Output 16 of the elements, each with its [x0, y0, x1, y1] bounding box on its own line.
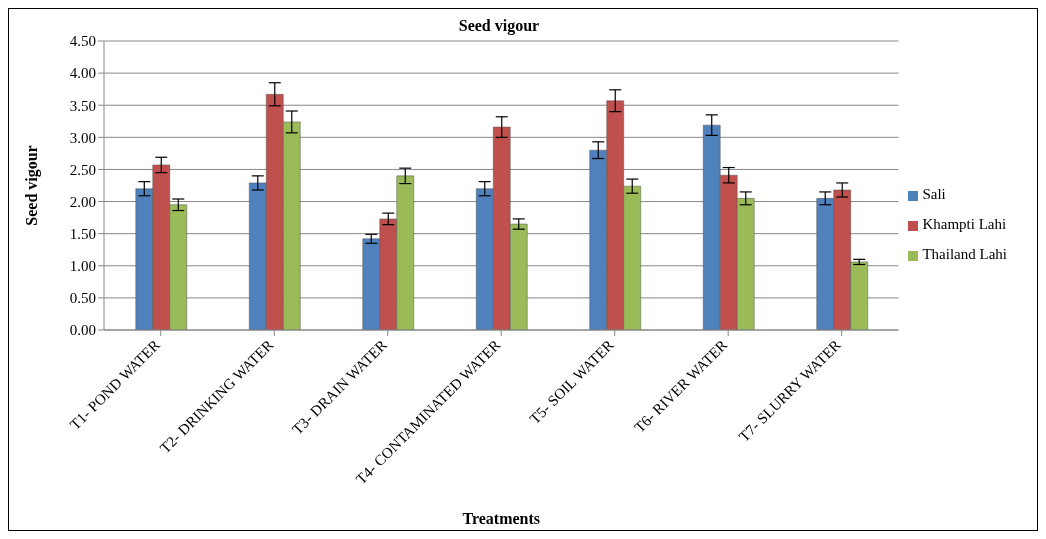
y-tick-label: 3.00	[69, 129, 96, 146]
legend-label: Thailand Lahi	[922, 246, 1007, 262]
y-tick-label: 1.50	[69, 225, 96, 242]
chart-title: Seed vigour	[457, 17, 541, 35]
y-tick-label: 0.00	[69, 322, 96, 339]
y-tick-label: 2.50	[69, 161, 96, 178]
y-tick-label: 3.50	[69, 97, 96, 114]
y-tick-label: 2.00	[69, 193, 96, 210]
y-tick-label: 1.00	[69, 258, 96, 275]
y-tick-label: 4.00	[69, 65, 96, 82]
y-tick-label: 0.50	[69, 290, 96, 307]
y-tick-label: 4.50	[69, 33, 96, 50]
legend-label: Sali	[922, 186, 946, 202]
y-axis-title: Seed vigour	[22, 145, 41, 226]
legend-label: Khampti Lahi	[922, 216, 1007, 232]
x-axis-title: Treatments	[462, 510, 541, 527]
